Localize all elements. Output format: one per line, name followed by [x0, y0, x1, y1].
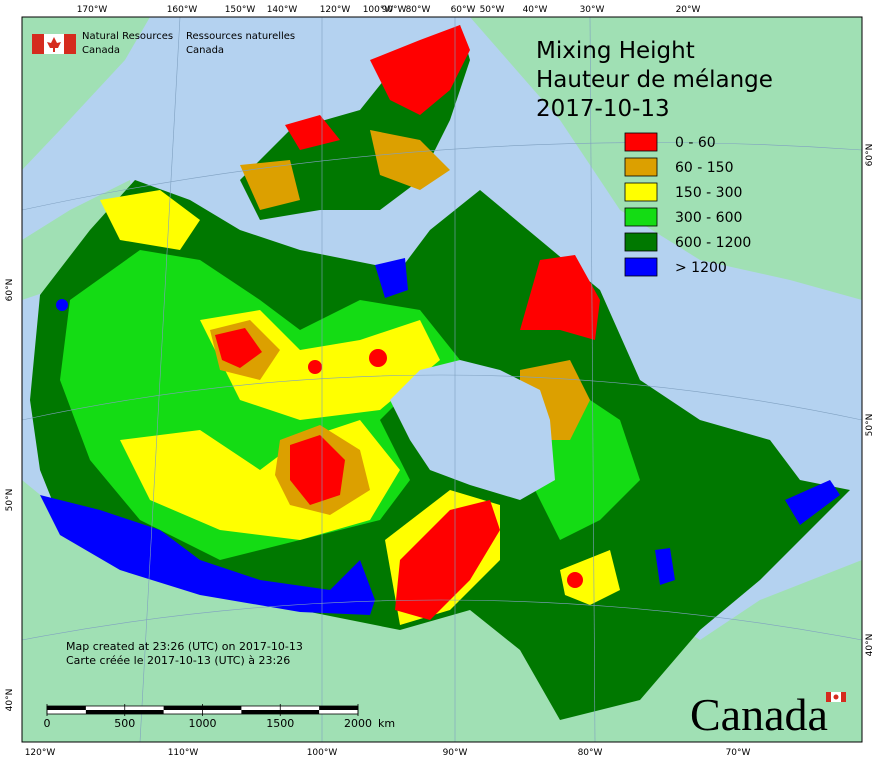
flag-band: [826, 692, 831, 702]
scale-label: 500: [114, 717, 135, 730]
legend-swatch: [624, 232, 658, 252]
russia-land: [22, 17, 150, 170]
graticule-label: 120°W: [25, 748, 56, 758]
note: Map created at 23:26 (UTC) on 2017-10-13: [66, 640, 303, 653]
scale-segment: [319, 706, 358, 710]
legend-swatch: [624, 132, 658, 152]
zone-150-300: [560, 550, 620, 605]
zone-0-60: [567, 572, 583, 588]
zone-0-60: [369, 349, 387, 367]
greenland: [470, 17, 862, 300]
zone-1200: [655, 548, 675, 585]
legend-label: 150 - 300: [675, 185, 742, 201]
title: Hauteur de mélange: [536, 67, 773, 93]
header-text: Canada: [82, 45, 120, 56]
graticule-label: 40°W: [523, 5, 548, 15]
graticule-label: 170°W: [77, 5, 108, 15]
scale-label: 2000: [344, 717, 372, 730]
graticule-label: 70°W: [726, 748, 751, 758]
map-body: [22, 17, 862, 742]
graticule-label: 60°N: [865, 144, 875, 167]
scale-segment: [163, 706, 203, 710]
zone-0-60: [308, 360, 322, 374]
zone-0-60: [215, 328, 262, 368]
graticule-label: 60°W: [451, 5, 476, 15]
zone-0-60: [395, 500, 500, 620]
zone-0-60: [370, 25, 470, 115]
header-text: Natural Resources: [82, 31, 173, 42]
maple-leaf: [47, 37, 61, 52]
legend-swatch: [624, 257, 658, 277]
graticule-label: 120°W: [320, 5, 351, 15]
maple-leaf: [833, 694, 839, 700]
scale-label: 0: [44, 717, 51, 730]
scale-unit: km: [378, 717, 395, 730]
graticule-label: 40°N: [5, 689, 15, 712]
legend-swatch: [624, 157, 658, 177]
zone-60-150: [240, 160, 300, 210]
zone-1200: [40, 495, 375, 615]
graticule-label: 60°N: [5, 279, 15, 302]
zone-0-60: [520, 255, 600, 340]
graticule-label: 80°W: [406, 5, 431, 15]
zone-60-150: [370, 130, 450, 190]
graticule-label: 50°N: [865, 414, 875, 437]
graticule-label: 30°W: [580, 5, 605, 15]
scale-label: 1500: [266, 717, 294, 730]
graticule-label: 40°N: [865, 634, 875, 657]
graticule-label: 20°W: [676, 5, 701, 15]
zone-1200: [56, 299, 68, 311]
wordmark: Canada: [690, 689, 828, 740]
legend-label: 600 - 1200: [675, 235, 751, 251]
legend-swatch: [624, 182, 658, 202]
flag-band: [841, 692, 846, 702]
graticule-label: 100°W: [307, 748, 338, 758]
legend-swatch: [624, 207, 658, 227]
graticule-label: 150°W: [225, 5, 256, 15]
graticule-label: 80°W: [578, 748, 603, 758]
legend-label: 300 - 600: [675, 210, 742, 226]
scale-segment: [124, 710, 164, 714]
header-text: Ressources naturelles: [186, 31, 295, 42]
graticule-label: 160°W: [167, 5, 198, 15]
zone-150-300: [100, 190, 200, 250]
graticule-label: 110°W: [168, 748, 199, 758]
scale-label: 1000: [189, 717, 217, 730]
scale-segment: [280, 710, 320, 714]
legend-label: 0 - 60: [675, 135, 716, 151]
graticule-label: 50°W: [480, 5, 505, 15]
zone-0-60: [285, 115, 340, 150]
legend-label: 60 - 150: [675, 160, 734, 176]
graticule-label: 100°W: [363, 5, 394, 15]
graticule-label: 140°W: [267, 5, 298, 15]
scale-segment: [85, 710, 125, 714]
flag-band: [64, 34, 76, 54]
graticule-label: 90°W: [382, 5, 407, 15]
map-frame: [21, 16, 863, 743]
hudson-bay: [390, 360, 555, 500]
title: 2017-10-13: [536, 96, 670, 122]
legend-label: > 1200: [675, 260, 727, 276]
graticule-lines: [22, 17, 862, 742]
flag-band: [32, 34, 44, 54]
note: Carte créée le 2017-10-13 (UTC) à 23:26: [66, 654, 290, 667]
graticule-label: 50°N: [5, 489, 15, 512]
graticule-label: 90°W: [443, 748, 468, 758]
header-text: Canada: [186, 45, 224, 56]
zone-1200: [785, 480, 840, 525]
title: Mixing Height: [536, 38, 695, 64]
zone-0-60: [290, 435, 345, 505]
zone-1200: [375, 258, 408, 298]
scale-segment: [202, 706, 242, 710]
scale-segment: [47, 706, 86, 710]
scale-segment: [241, 710, 281, 714]
